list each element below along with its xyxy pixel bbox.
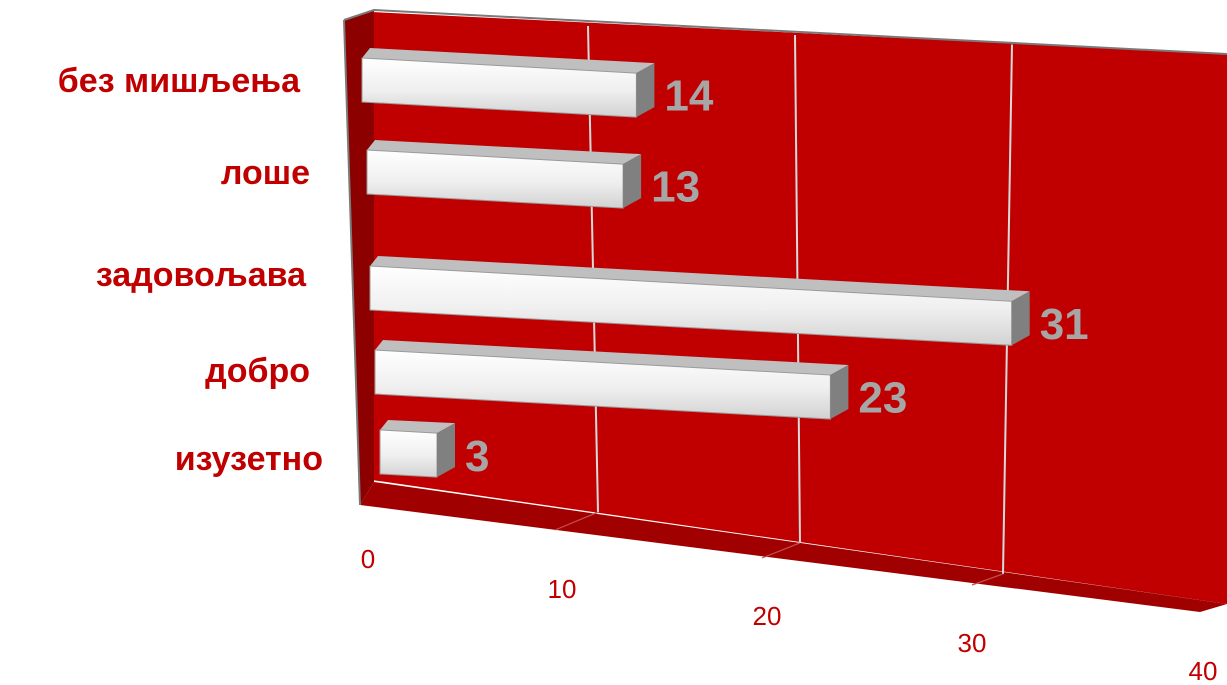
wall-edge <box>343 8 1227 55</box>
category-label: изузетно <box>175 440 323 478</box>
floor-gridline <box>554 511 599 531</box>
x-tick-label: 0 <box>361 544 375 574</box>
bar-top-face <box>362 48 655 74</box>
bar-top-face <box>367 140 642 165</box>
data-label: 13 <box>651 163 700 212</box>
data-label: 31 <box>1040 300 1089 349</box>
side-wall <box>344 10 374 505</box>
bar-top-face <box>380 420 455 434</box>
floor-gridline <box>761 542 801 559</box>
bar-top-face <box>375 340 849 376</box>
x-tick-label: 30 <box>958 628 987 658</box>
wall-edge <box>343 19 361 506</box>
bar-end-cap <box>1011 291 1030 346</box>
bar-top-face <box>370 256 1030 302</box>
bar-end-cap <box>830 365 849 420</box>
category-label: лоше <box>221 154 310 192</box>
category-label: задовољава <box>96 256 307 294</box>
data-label: 23 <box>858 374 907 423</box>
floor-gridline <box>971 573 1004 586</box>
bar-end-cap <box>437 423 455 478</box>
labels: 0 10 20 30 40 14 без мишљења 13 лоше 31 задовољава… <box>58 62 1218 685</box>
x-tick-label: 40 <box>1189 656 1218 685</box>
bar-end-cap <box>623 154 642 209</box>
bar-end-cap <box>636 63 655 118</box>
floor <box>360 482 1227 612</box>
x-tick-label: 20 <box>753 601 782 631</box>
data-label: 14 <box>664 72 713 121</box>
bar <box>379 429 438 478</box>
bars <box>361 48 1030 478</box>
category-label: без мишљења <box>58 62 301 100</box>
category-label: добро <box>205 352 310 390</box>
x-tick-label: 10 <box>548 574 577 604</box>
data-label: 3 <box>465 432 489 481</box>
